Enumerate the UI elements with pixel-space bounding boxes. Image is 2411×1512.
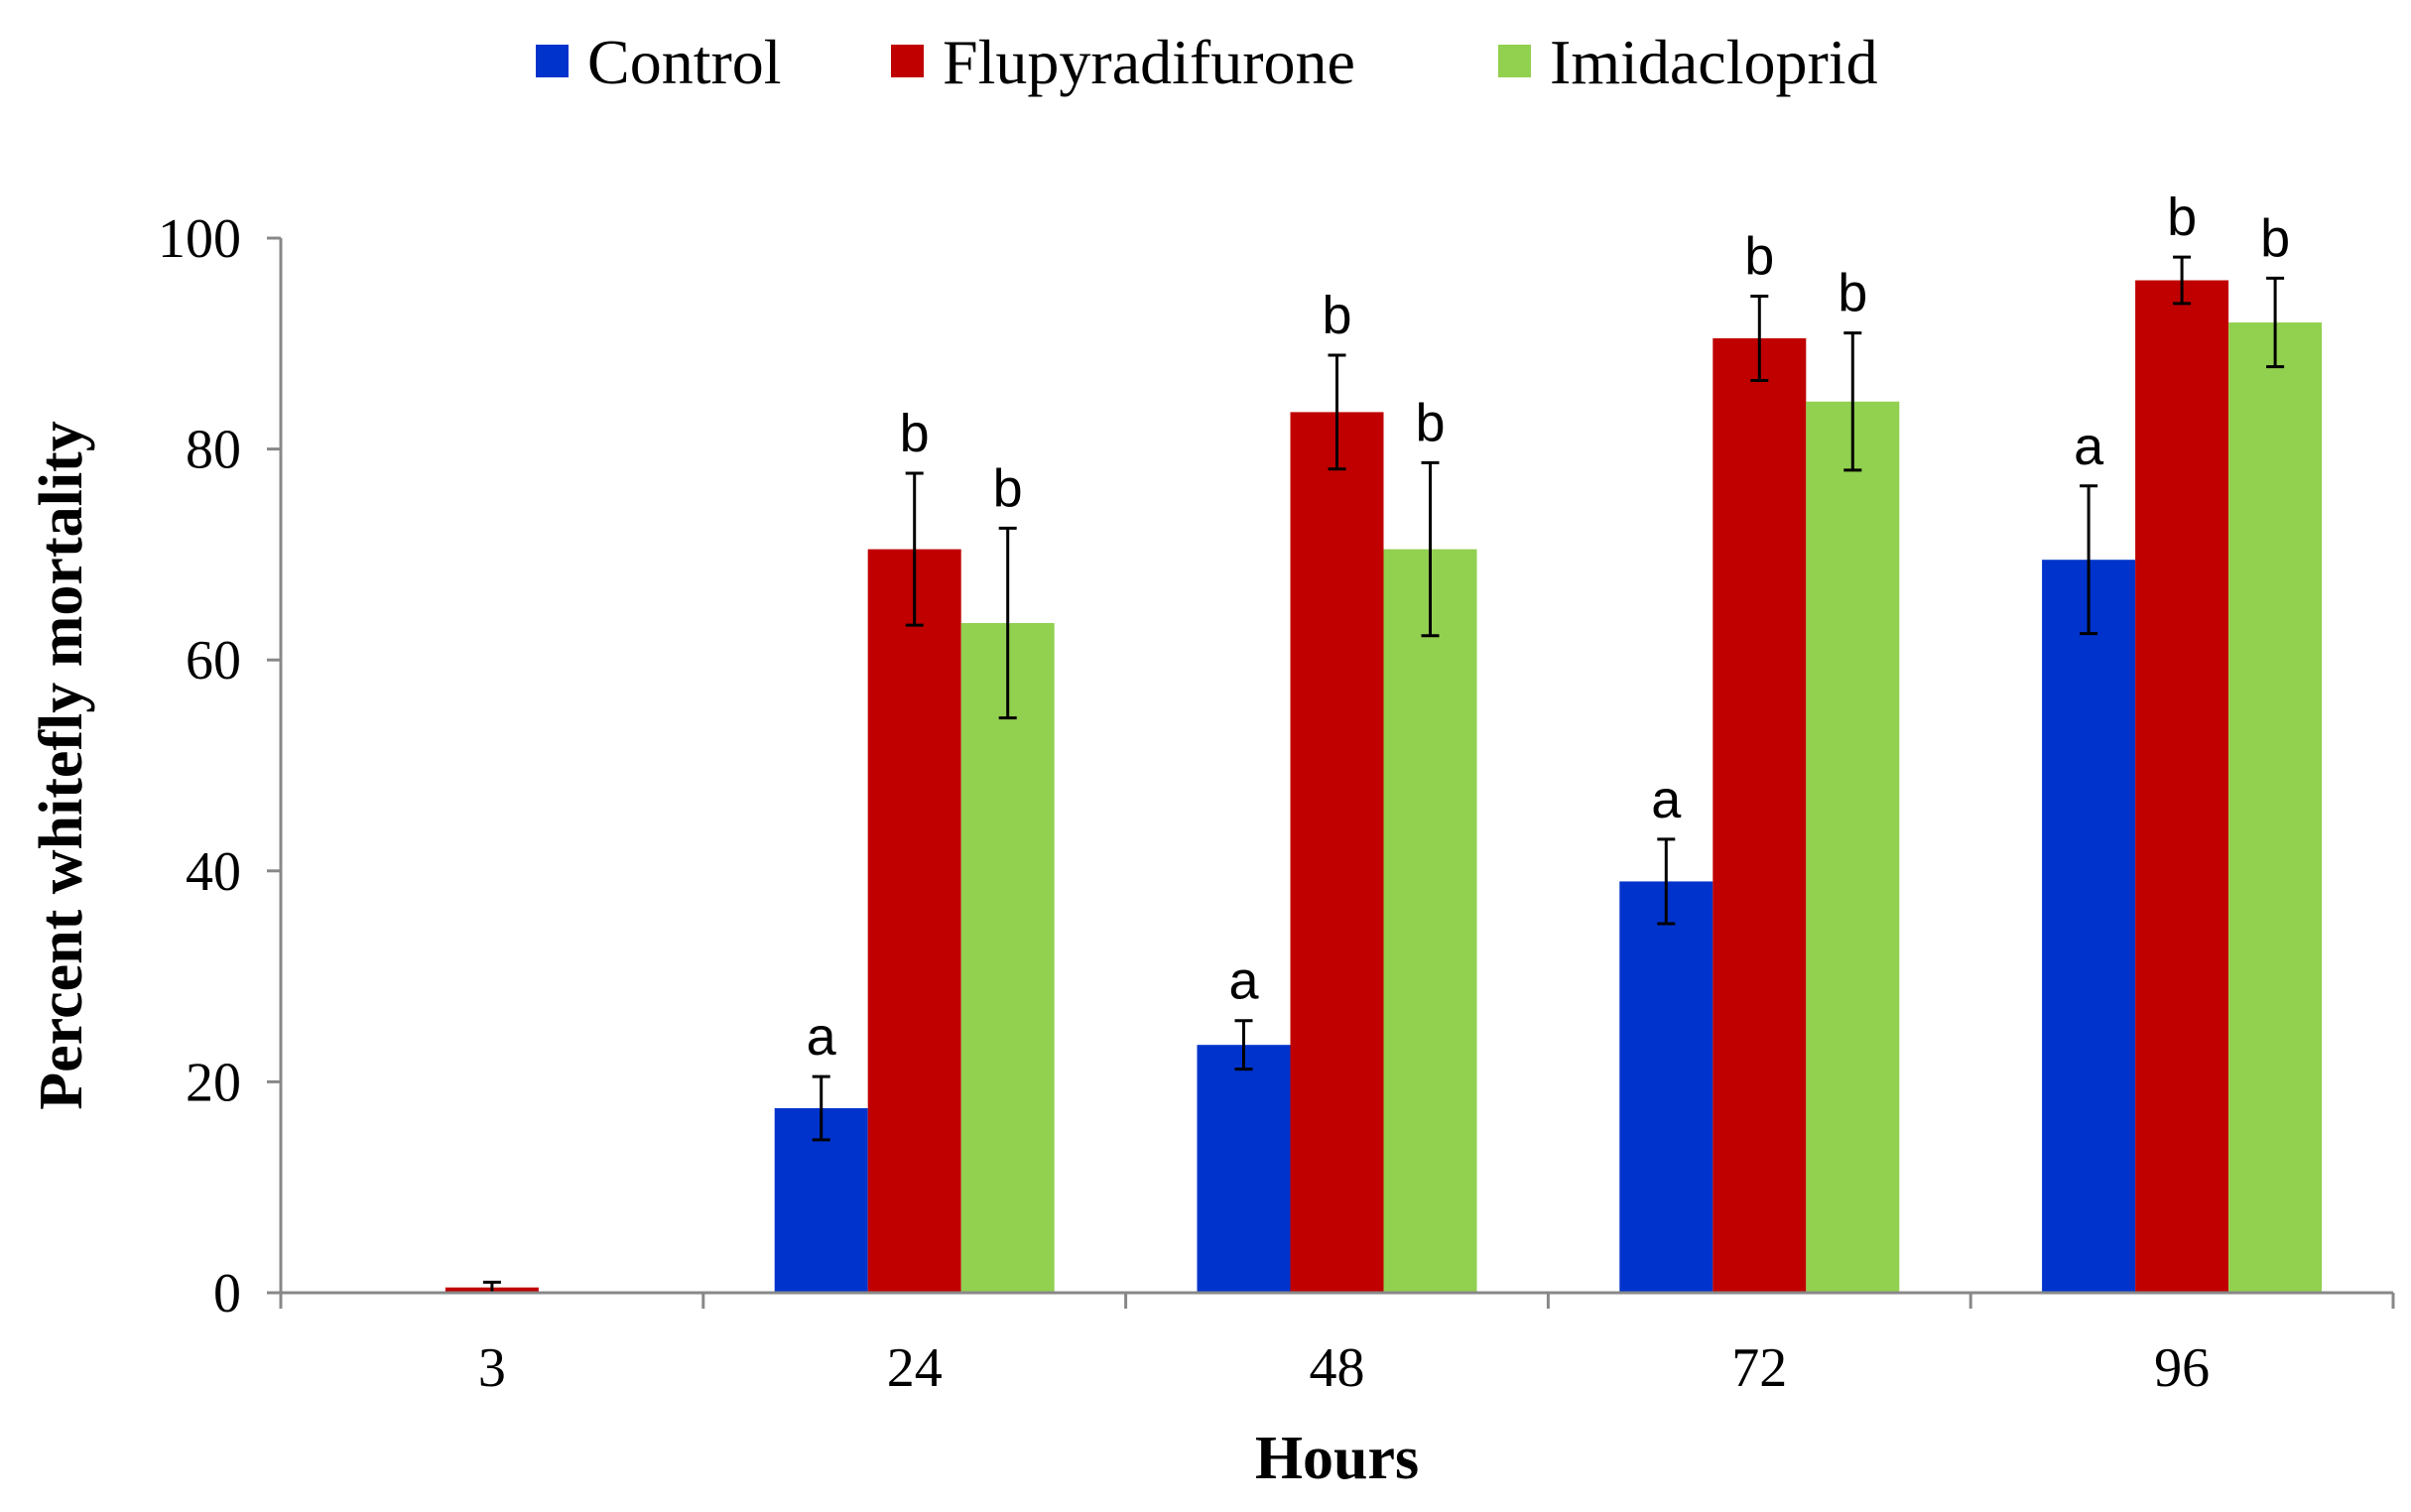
x-tick-label: 3	[478, 1337, 506, 1399]
legend-label-control: Control	[587, 27, 782, 97]
legend-label-imidacloprid: Imidacloprid	[1550, 27, 1878, 97]
x-axis-title: Hours	[1255, 1425, 1419, 1492]
bar-control-96	[2042, 560, 2136, 1293]
bar-control-48	[1197, 1045, 1291, 1293]
axes-group	[279, 238, 2393, 1295]
y-tick-label: 40	[186, 841, 241, 903]
legend-swatch-flupyradifurone	[891, 45, 924, 77]
significance-label: b	[2167, 188, 2197, 247]
x-tick-label: 96	[2154, 1337, 2210, 1399]
y-axis-title: Percent whitefly mortality	[28, 421, 95, 1109]
bar-imidacloprid-72	[1806, 401, 1900, 1293]
legend-swatch-control	[536, 45, 569, 77]
y-tick-label: 0	[213, 1263, 241, 1324]
bar-flupyradifurone-72	[1713, 337, 1807, 1293]
bar-flupyradifurone-96	[2135, 280, 2229, 1293]
bar-imidacloprid-48	[1383, 549, 1477, 1293]
x-tick-label: 72	[1731, 1337, 1787, 1399]
x-tick-label: 48	[1310, 1337, 1365, 1399]
bar-imidacloprid-96	[2228, 322, 2323, 1293]
legend-label-flupyradifurone: Flupyradifurone	[943, 27, 1355, 97]
significance-label: b	[993, 458, 1023, 518]
legend-swatch-imidacloprid	[1498, 45, 1531, 77]
significance-label: b	[1415, 393, 1445, 452]
y-tick-label: 80	[186, 420, 241, 481]
y-tick-label: 100	[158, 208, 241, 270]
significance-label: b	[1744, 226, 1774, 286]
bar-imidacloprid-24	[960, 622, 1055, 1293]
y-tick-label: 60	[186, 630, 241, 692]
significance-label: b	[1322, 286, 1351, 345]
bars-group	[444, 280, 2323, 1293]
significance-labels-group: a b b a b b a b b a b b	[807, 188, 2290, 1067]
significance-label: a	[1651, 770, 1682, 829]
bar-flupyradifurone-48	[1290, 412, 1384, 1293]
y-tick-label: 20	[186, 1052, 241, 1113]
ticks-group: 0 20 40 60 80 100 3 24 48 72 96	[158, 208, 2395, 1399]
bar-flupyradifurone-24	[867, 549, 961, 1293]
x-tick-label: 24	[887, 1337, 943, 1399]
significance-label: a	[2074, 417, 2104, 476]
significance-label: a	[807, 1007, 837, 1067]
significance-label: b	[2260, 208, 2290, 268]
significance-label: b	[900, 404, 930, 463]
bar-control-72	[1619, 881, 1713, 1293]
significance-label: b	[1838, 264, 1867, 323]
significance-label: a	[1228, 951, 1259, 1011]
legend: Control Flupyradifurone Imidacloprid	[536, 27, 1878, 97]
error-bars-group	[482, 255, 2285, 1295]
